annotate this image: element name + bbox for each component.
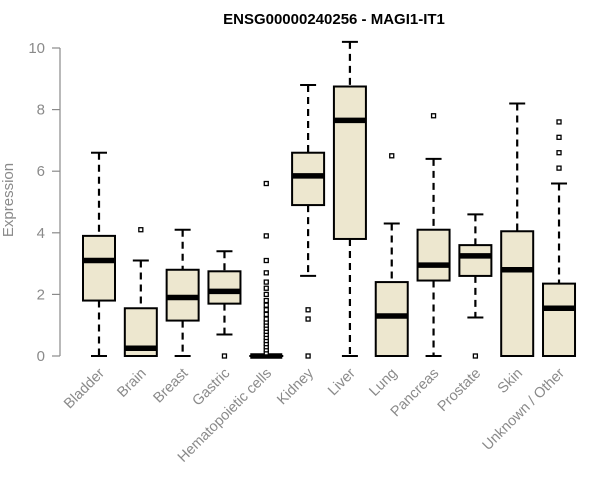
outlier-point [263,311,269,318]
outlier-point [263,233,269,239]
boxes-group [82,40,577,359]
x-tick-label: Brain [114,366,149,401]
x-tick-label: Liver [325,365,359,399]
outlier-point [263,302,269,308]
box-7 [374,153,409,357]
outlier-point [263,307,269,313]
y-tick-label: 10 [28,40,45,57]
box-8 [416,113,451,357]
outlier-point [472,353,479,359]
iqr-box [207,270,242,305]
x-tick-label: Prostate [435,366,484,415]
box-10 [500,102,535,357]
outlier-point [263,316,269,322]
iqr-box [291,151,326,207]
y-tick-label: 6 [37,163,45,180]
outlier-point [263,291,269,298]
y-tick-label: 2 [37,286,45,303]
outlier-point [430,113,437,119]
outlier-point [263,180,269,187]
y-axis-label: Expression [0,163,17,237]
box-4 [249,180,284,359]
y-tick-label: 0 [37,348,45,365]
outlier-point [305,307,311,313]
chart-title: ENSG00000240256 - MAGI1-IT1 [223,11,445,28]
x-tick-label: Skin [495,366,526,397]
outlier-point [263,285,269,291]
outlier-point [556,165,562,171]
outlier-point [263,297,269,304]
outlier-point [389,153,395,159]
y-tick-label: 4 [37,225,45,242]
box-6 [332,40,367,357]
iqr-box [458,244,493,277]
x-tick-label: Breast [151,366,192,407]
box-9 [458,213,493,359]
outlier-point [556,134,562,140]
outlier-point [263,270,269,276]
iqr-box [374,281,409,357]
box-3 [207,250,242,359]
box-11 [542,119,577,357]
outlier-point [556,119,562,125]
outlier-point [263,279,269,285]
iqr-box [416,228,451,282]
iqr-box [332,85,367,240]
outlier-point [305,353,311,359]
box-5 [291,83,326,359]
box-1 [123,227,158,358]
outlier-point [556,150,562,156]
iqr-box [82,234,116,302]
outlier-point [138,227,144,233]
outlier-point [305,316,311,322]
y-tick-label: 8 [37,102,45,119]
x-tick-label: Lung [366,366,400,400]
x-tick-label: Kidney [274,365,317,408]
box-2 [165,228,200,357]
x-tick-label: Bladder [61,365,108,412]
y-axis: 0 2 4 6 8 10 [28,40,61,365]
box-0 [82,151,116,357]
outlier-point [263,257,269,264]
iqr-box [500,230,535,357]
outlier-point [221,353,228,359]
iqr-box [542,282,577,357]
